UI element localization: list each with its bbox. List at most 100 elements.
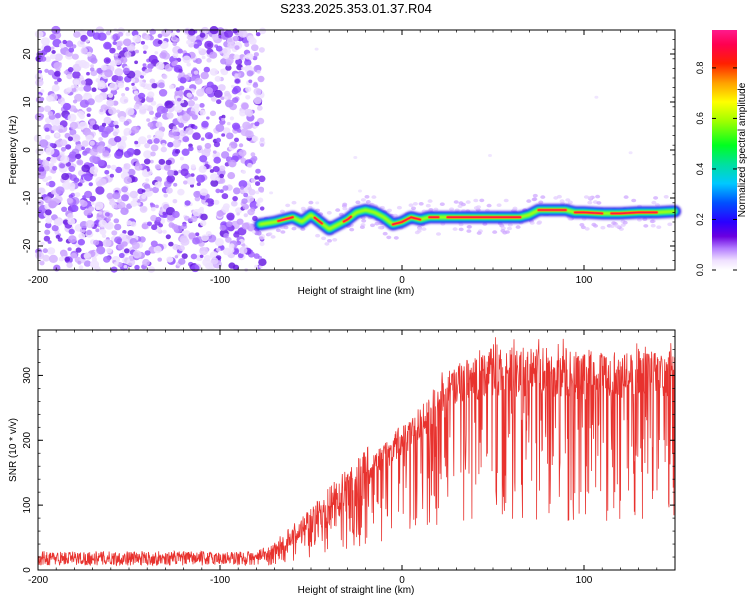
noise-blob	[51, 224, 59, 232]
noise-blob	[254, 121, 260, 127]
noise-blob	[101, 130, 109, 138]
noise-blob	[259, 241, 265, 247]
noise-blob	[130, 200, 138, 207]
noise-blob	[222, 127, 231, 134]
noise-speck	[315, 201, 320, 205]
track-halo-blob	[335, 208, 341, 212]
track-halo-blob	[496, 203, 502, 207]
snr-frame	[37, 329, 676, 571]
noise-blob	[234, 137, 239, 143]
noise-blob	[66, 73, 73, 80]
noise-blob	[84, 92, 89, 97]
noise-blob	[241, 198, 248, 205]
noise-blob	[182, 113, 191, 122]
noise-blob	[69, 121, 78, 130]
noise-blob	[58, 42, 66, 49]
noise-blob	[199, 206, 205, 212]
noise-blob	[256, 105, 263, 111]
noise-blob	[160, 146, 167, 153]
noise-blob	[182, 223, 187, 227]
noise-blob	[231, 84, 235, 89]
noise-blob	[121, 93, 126, 97]
noise-blob	[64, 256, 71, 262]
noise-blob	[177, 48, 183, 54]
noise-blob	[245, 86, 252, 93]
x-tick-label: 100	[576, 275, 593, 286]
noise-blob	[49, 53, 56, 60]
noise-blob	[201, 55, 206, 60]
noise-blob	[49, 34, 56, 40]
noise-blob	[59, 163, 65, 169]
noise-blob	[37, 187, 46, 195]
noise-blob	[255, 168, 261, 174]
noise-blob	[70, 204, 79, 212]
noise-blob	[220, 68, 225, 73]
noise-blob	[112, 41, 117, 45]
track-halo-blob	[359, 225, 365, 229]
noise-blob	[157, 33, 163, 38]
noise-blob	[185, 127, 194, 135]
noise-blob	[44, 105, 52, 113]
noise-blob	[144, 143, 151, 149]
noise-blob	[45, 124, 50, 128]
noise-blob	[254, 64, 262, 71]
noise-blob	[256, 199, 261, 204]
noise-blob	[109, 173, 114, 178]
colorbar-tick-label: 0.0	[695, 264, 705, 277]
noise-blob	[119, 116, 126, 123]
noise-blob	[145, 178, 150, 182]
noise-blob	[202, 258, 212, 267]
x-tick-label: 100	[576, 575, 593, 586]
track-halo-blob	[507, 223, 513, 227]
noise-blob	[133, 103, 141, 110]
noise-blob	[77, 260, 82, 265]
noise-blob	[198, 165, 207, 173]
noise-blob	[222, 203, 230, 210]
noise-blob	[45, 134, 51, 140]
noise-blob	[150, 203, 156, 208]
noise-blob	[157, 257, 162, 262]
noise-blob	[109, 47, 116, 54]
noise-blob	[103, 41, 112, 50]
noise-blob	[106, 99, 115, 107]
noise-blob	[150, 100, 157, 106]
noise-blob	[231, 88, 239, 95]
noise-blob	[203, 66, 210, 73]
noise-blob	[147, 91, 155, 98]
noise-blob	[205, 87, 214, 95]
noise-blob	[122, 171, 128, 177]
noise-blob	[150, 144, 159, 152]
noise-blob	[255, 190, 260, 195]
noise-blob	[157, 39, 163, 45]
noise-blob	[80, 47, 88, 55]
noise-blob	[233, 187, 241, 195]
noise-blob	[195, 58, 202, 64]
noise-blob	[122, 230, 127, 234]
track-halo-blob	[500, 226, 506, 230]
noise-blob	[180, 99, 185, 104]
noise-blob	[155, 216, 162, 223]
noise-blob	[217, 84, 226, 92]
noise-blob	[190, 215, 198, 223]
noise-blob	[251, 155, 258, 162]
noise-blob	[67, 247, 72, 252]
noise-blob	[255, 32, 261, 37]
track-halo-blob	[321, 236, 327, 241]
noise-blob	[114, 68, 124, 77]
noise-blob	[255, 202, 261, 207]
noise-blob	[221, 117, 225, 122]
noise-blob	[89, 155, 98, 163]
noise-blob	[105, 30, 111, 36]
track-halo-blob	[479, 198, 485, 203]
noise-blob	[224, 29, 234, 38]
noise-blob	[247, 208, 255, 216]
noise-blob	[237, 128, 242, 133]
noise-blob	[229, 116, 235, 121]
noise-blob	[59, 151, 65, 156]
noise-blob	[55, 234, 61, 239]
noise-blob	[225, 65, 232, 71]
noise-blob	[254, 264, 259, 269]
noise-blob	[225, 236, 232, 243]
track-halo-blob	[427, 199, 433, 203]
track-halo-blob	[360, 198, 366, 202]
